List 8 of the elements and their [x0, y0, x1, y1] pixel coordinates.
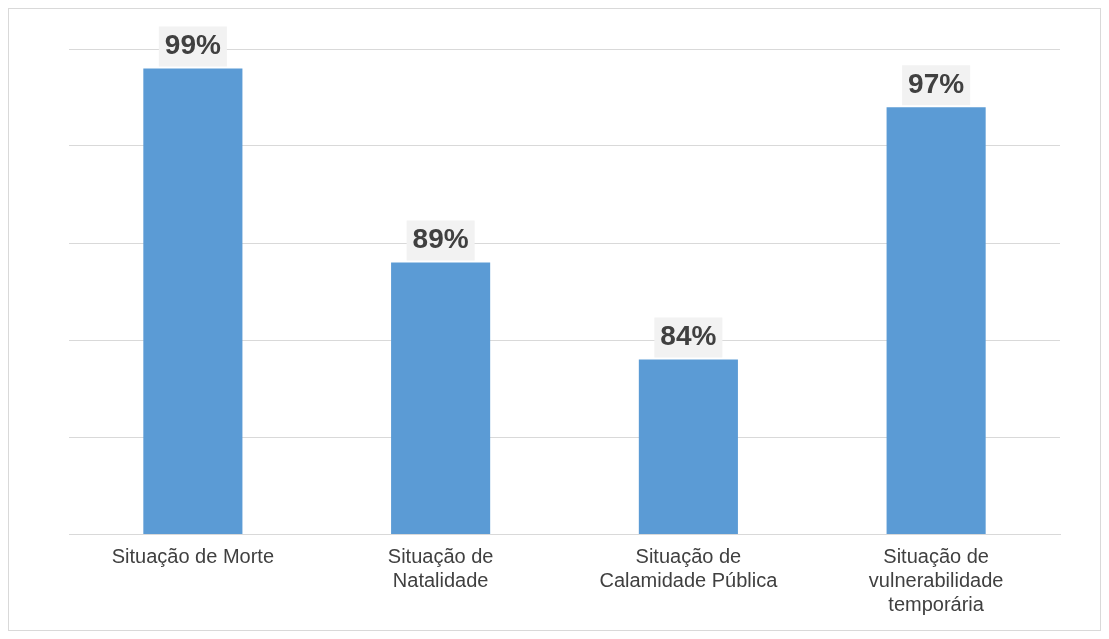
x-tick-label: Situação de vulnerabilidade temporária — [868, 544, 1004, 615]
x-tick-label: Situação de Morte — [111, 544, 275, 567]
data-label: 84% — [660, 320, 717, 352]
data-label: 99% — [164, 29, 221, 61]
x-tick-label: Situação de Natalidade — [387, 544, 494, 591]
data-label: 97% — [908, 67, 965, 99]
x-tick-label: Situação de Calamidade Pública — [599, 544, 779, 591]
data-label: 89% — [412, 223, 469, 255]
